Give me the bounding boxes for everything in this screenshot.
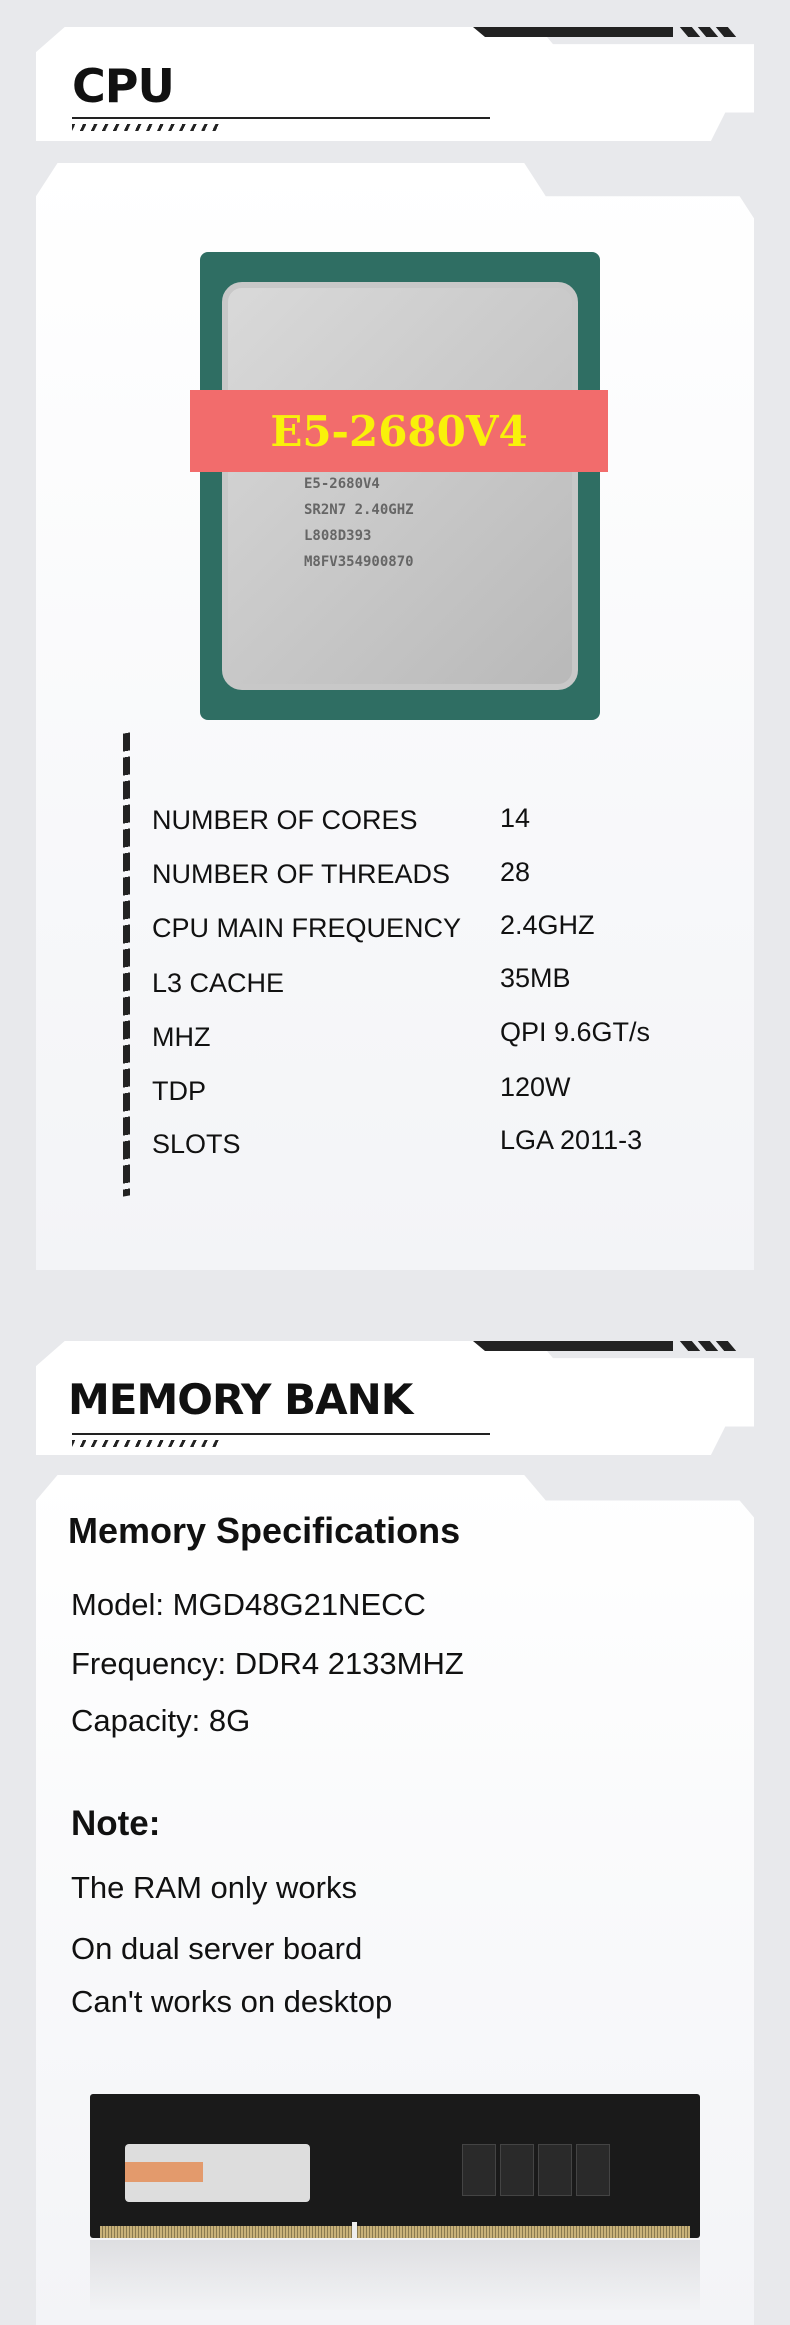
section-title: MEMORY BANK [68, 1375, 413, 1424]
spec-label: SLOTS [152, 1129, 241, 1159]
spec-value: QPI 9.6GT/s [500, 1017, 651, 1047]
header-decor-bar [473, 27, 673, 37]
spec-value: LGA 2011-3 [500, 1125, 643, 1155]
ram-module-image [90, 2094, 700, 2238]
spec-label: TDP [152, 1076, 206, 1106]
note-heading: Note: [71, 1804, 161, 1843]
spec-label: CPU MAIN FREQUENCY [152, 913, 462, 943]
chip-marking: L808D393 [304, 528, 372, 544]
spec-label: MHZ [152, 1022, 211, 1052]
spec-label: L3 CACHE [152, 968, 285, 998]
spec-label: NUMBER OF THREADS [152, 859, 451, 889]
chip-marking: E5-2680V4 [304, 476, 380, 492]
spec-value: 14 [500, 803, 531, 833]
tick-decor [72, 124, 222, 131]
note-line: Can't works on desktop [71, 1984, 393, 2019]
spec-value: 120W [500, 1072, 571, 1102]
dashed-divider [123, 732, 130, 1197]
cpu-image: E5-2680V4 SR2N7 2.40GHZ L808D393 M8FV354… [200, 252, 600, 720]
specs-heading: Memory Specifications [68, 1510, 461, 1551]
ram-reflection [90, 2240, 700, 2310]
spec-line: Capacity: 8G [71, 1703, 251, 1738]
divider [72, 1433, 490, 1435]
model-banner: E5-2680V4 [190, 390, 608, 472]
spec-value: 28 [500, 857, 531, 887]
cpu-section-header: CPU [36, 27, 754, 141]
note-line: The RAM only works [71, 1870, 357, 1905]
spec-label: NUMBER OF CORES [152, 805, 418, 835]
chip-marking: M8FV354900870 [304, 554, 414, 570]
tick-decor [72, 1440, 222, 1447]
chip-marking: SR2N7 2.40GHZ [304, 502, 414, 518]
spec-value: 35MB [500, 963, 571, 993]
divider [72, 117, 490, 119]
spec-line: Frequency: DDR4 2133MHZ [71, 1646, 464, 1681]
spec-value: 2.4GHZ [500, 910, 595, 940]
section-title: CPU [72, 59, 175, 113]
memory-section-header: MEMORY BANK [36, 1341, 754, 1455]
spec-line: Model: MGD48G21NECC [71, 1587, 426, 1622]
note-line: On dual server board [71, 1931, 363, 1966]
